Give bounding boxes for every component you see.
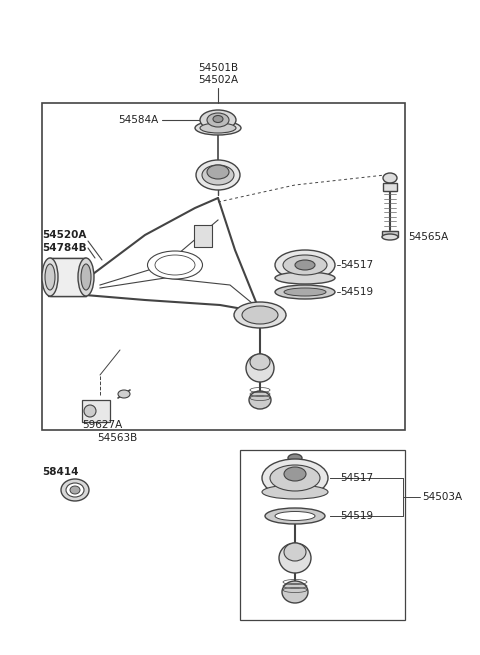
Ellipse shape	[275, 512, 315, 521]
Text: 59627A: 59627A	[82, 420, 122, 430]
Ellipse shape	[118, 390, 130, 398]
Ellipse shape	[195, 121, 241, 135]
Text: 54520A: 54520A	[42, 230, 86, 240]
Ellipse shape	[202, 165, 234, 185]
Ellipse shape	[284, 467, 306, 481]
Text: 54502A: 54502A	[198, 75, 238, 85]
Ellipse shape	[295, 260, 315, 270]
Bar	[383, 183, 397, 191]
Ellipse shape	[242, 306, 278, 324]
Ellipse shape	[147, 251, 203, 279]
Ellipse shape	[275, 272, 335, 284]
Text: 54501B: 54501B	[198, 63, 238, 73]
Text: 54563B: 54563B	[97, 433, 137, 443]
Ellipse shape	[284, 288, 326, 296]
Ellipse shape	[196, 160, 240, 190]
Ellipse shape	[213, 115, 223, 122]
Ellipse shape	[61, 479, 89, 501]
Text: 54784B: 54784B	[42, 243, 86, 253]
Text: 54565A: 54565A	[408, 232, 448, 242]
Text: 54519: 54519	[340, 287, 373, 297]
Ellipse shape	[45, 264, 55, 290]
Text: 54517: 54517	[340, 260, 373, 270]
Bar	[240, 450, 405, 620]
Bar	[48, 258, 86, 296]
Ellipse shape	[282, 581, 308, 603]
Ellipse shape	[250, 354, 270, 370]
Ellipse shape	[279, 543, 311, 573]
Text: 58414: 58414	[42, 467, 79, 477]
Ellipse shape	[275, 285, 335, 299]
Ellipse shape	[246, 354, 274, 382]
Ellipse shape	[155, 255, 195, 275]
Ellipse shape	[284, 543, 306, 561]
Ellipse shape	[200, 110, 236, 130]
Ellipse shape	[66, 483, 84, 497]
Text: 54519: 54519	[340, 511, 373, 521]
Ellipse shape	[275, 250, 335, 280]
Ellipse shape	[207, 113, 229, 127]
Ellipse shape	[270, 465, 320, 491]
Ellipse shape	[200, 123, 236, 133]
Text: 54584A: 54584A	[118, 115, 158, 125]
Ellipse shape	[42, 258, 58, 296]
Ellipse shape	[382, 234, 398, 240]
Ellipse shape	[84, 405, 96, 417]
Bar	[42, 103, 405, 430]
Text: 54517: 54517	[340, 473, 373, 483]
Ellipse shape	[78, 258, 94, 296]
Ellipse shape	[249, 391, 271, 409]
Ellipse shape	[207, 165, 229, 179]
Ellipse shape	[265, 508, 325, 524]
Bar	[382, 231, 398, 237]
Text: 54503A: 54503A	[422, 492, 462, 502]
Ellipse shape	[283, 255, 327, 275]
Ellipse shape	[81, 264, 91, 290]
Ellipse shape	[234, 302, 286, 328]
Ellipse shape	[70, 486, 80, 494]
Ellipse shape	[262, 485, 328, 499]
Ellipse shape	[288, 454, 302, 462]
Ellipse shape	[383, 173, 397, 183]
Ellipse shape	[262, 459, 328, 497]
Bar	[194, 225, 212, 247]
Bar	[82, 400, 110, 422]
